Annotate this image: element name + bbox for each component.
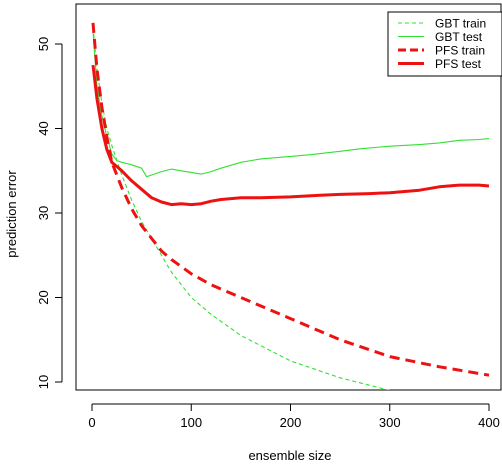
plot-frame bbox=[75, 3, 502, 391]
x-tick-label-0: 0 bbox=[88, 415, 95, 430]
series-line-gbt-train bbox=[92, 27, 391, 390]
x-tick-label-300: 300 bbox=[379, 415, 401, 430]
legend-label-pfs-test: PFS test bbox=[435, 57, 482, 71]
legend-label-gbt-test: GBT test bbox=[435, 30, 483, 44]
legend-label-pfs-train: PFS train bbox=[435, 44, 485, 58]
y-axis-label: prediction error bbox=[4, 170, 19, 258]
series-line-gbt-test bbox=[92, 31, 490, 178]
legend-label-gbt-train: GBT train bbox=[435, 17, 486, 31]
y-tick-label-20: 20 bbox=[36, 290, 51, 304]
x-tick-label-200: 200 bbox=[280, 415, 302, 430]
y-tick-label-30: 30 bbox=[36, 206, 51, 220]
y-tick-label-50: 50 bbox=[36, 37, 51, 51]
x-tick-label-100: 100 bbox=[180, 415, 202, 430]
series-line-pfs-test bbox=[91, 64, 490, 207]
x-axis-label: ensemble size bbox=[248, 448, 331, 463]
y-tick-label-40: 40 bbox=[36, 121, 51, 135]
y-tick-label-10: 10 bbox=[36, 375, 51, 389]
x-tick-label-400: 400 bbox=[478, 415, 500, 430]
series-line-pfs-train bbox=[91, 22, 490, 377]
